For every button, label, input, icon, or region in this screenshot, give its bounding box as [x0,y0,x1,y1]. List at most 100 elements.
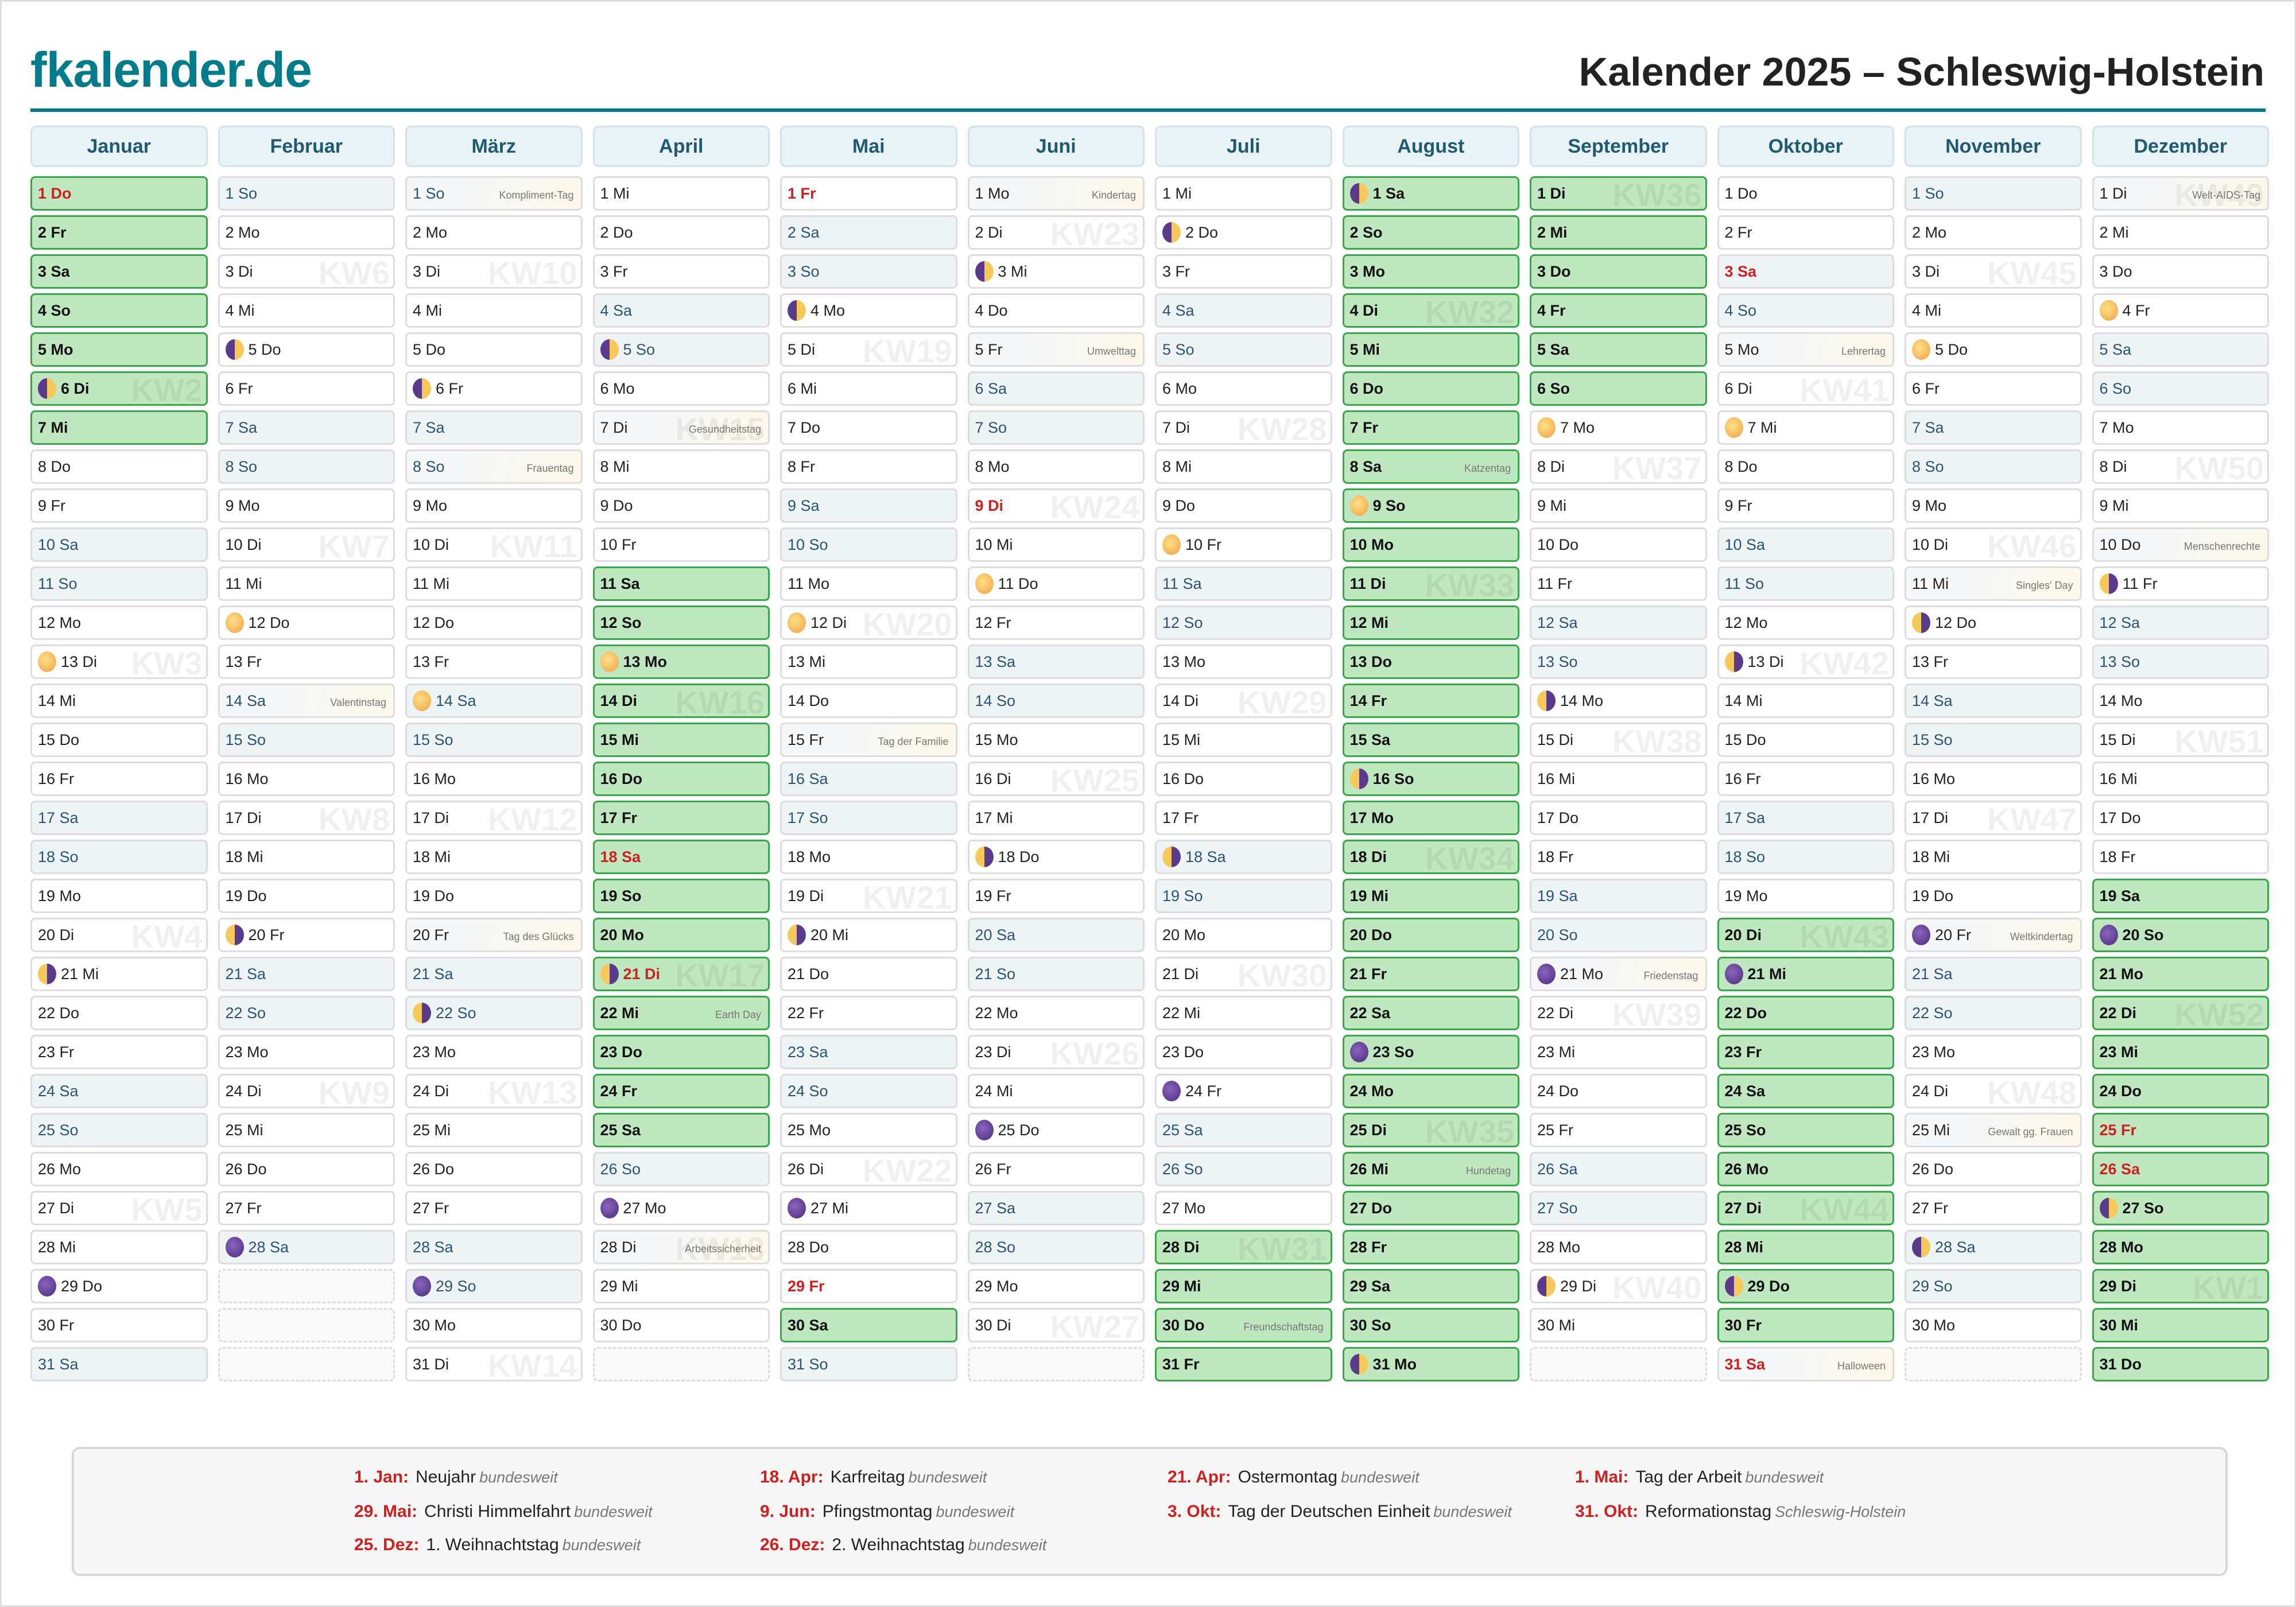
day-cell[interactable]: 25 Fr [1530,1113,1707,1147]
day-cell[interactable]: 5 Mi [1342,332,1519,367]
day-cell[interactable]: 16 Do [592,762,770,796]
day-cell[interactable]: 23 Fr [30,1035,208,1069]
day-cell[interactable]: 10 Fr [592,527,770,562]
day-cell[interactable]: 1 Di KW36 [1530,176,1707,211]
day-cell[interactable]: 4 Sa [592,293,770,328]
day-cell[interactable]: 6 Do [1342,371,1519,406]
day-cell[interactable]: 16 Fr [30,762,208,796]
day-cell[interactable]: 12 Fr [967,605,1145,640]
day-cell[interactable]: 22 Fr [780,996,957,1030]
day-cell[interactable]: 17 Fr [1155,801,1332,835]
day-cell[interactable]: 1 Sa [1342,176,1519,211]
day-cell[interactable]: 22 Do [1717,996,1894,1030]
day-cell[interactable]: 24 Do [1530,1074,1707,1108]
day-cell[interactable]: 3 Fr [1155,254,1332,289]
day-cell[interactable]: 12 Sa [1530,605,1707,640]
day-cell[interactable]: 23 Sa [780,1035,957,1069]
day-cell[interactable]: 18 Mi [218,840,395,874]
day-cell[interactable]: 13 Di KW42 [1717,645,1894,679]
day-cell[interactable]: 29 Mi [1155,1269,1332,1303]
day-cell[interactable]: 30 Mo [405,1308,583,1342]
day-cell[interactable]: 3 Mo [1342,254,1519,289]
day-cell[interactable]: 22 So [218,996,395,1030]
day-cell[interactable]: 17 Di KW8 [218,801,395,835]
day-cell[interactable]: 8 So [1905,449,2082,484]
day-cell[interactable]: 2 Sa [780,215,957,250]
day-cell[interactable]: 11 Fr [2092,566,2269,601]
day-cell[interactable]: 24 Fr [1155,1074,1332,1108]
day-cell[interactable]: 5 Do [1905,332,2082,367]
day-cell[interactable]: 18 Do [967,840,1145,874]
day-cell[interactable]: 4 So [30,293,208,328]
day-cell[interactable]: 5 Sa [1530,332,1707,367]
day-cell[interactable]: 16 Do [1155,762,1332,796]
day-cell[interactable]: 29 Do [30,1269,208,1303]
day-cell[interactable]: 15 Mo [967,723,1145,757]
day-cell[interactable]: 2 Mi [2092,215,2269,250]
day-cell[interactable]: 27 Di KW44 [1717,1191,1894,1225]
day-cell[interactable]: 12 Mi [1342,605,1519,640]
day-cell[interactable]: 17 Sa [30,801,208,835]
day-cell[interactable]: 8 So [218,449,395,484]
day-cell[interactable]: 23 Mo [1905,1035,2082,1069]
day-cell[interactable]: 21 Mi [1717,957,1894,991]
day-cell[interactable]: 24 Do [2092,1074,2269,1108]
day-cell[interactable]: 12 So [1155,605,1332,640]
day-cell[interactable]: 17 Mi [967,801,1145,835]
day-cell[interactable]: 26 Mi Hundetag [1342,1152,1519,1186]
day-cell[interactable]: 24 Di KW13 [405,1074,583,1108]
day-cell[interactable]: 15 Fr Tag der Familie [780,723,957,757]
day-cell[interactable]: 30 Fr [1717,1308,1894,1342]
day-cell[interactable]: 15 So [1905,723,2082,757]
day-cell[interactable]: 6 Mo [1155,371,1332,406]
day-cell[interactable]: 6 So [2092,371,2269,406]
day-cell[interactable]: 12 So [592,605,770,640]
day-cell[interactable]: 11 Mo [780,566,957,601]
day-cell[interactable]: 18 Mi [1905,840,2082,874]
day-cell[interactable]: 13 Fr [218,645,395,679]
day-cell[interactable]: 29 Fr [780,1269,957,1303]
day-cell[interactable]: 30 Mi [2092,1308,2269,1342]
day-cell[interactable]: 29 Di KW40 [1530,1269,1707,1303]
day-cell[interactable]: 22 Mi Earth Day [592,996,770,1030]
day-cell[interactable]: 21 Di KW30 [1155,957,1332,991]
day-cell[interactable]: 26 So [1155,1152,1332,1186]
day-cell[interactable]: 5 Fr Umwelttag [967,332,1145,367]
day-cell[interactable]: 2 Do [592,215,770,250]
day-cell[interactable]: 26 Do [405,1152,583,1186]
day-cell[interactable]: 10 Di KW11 [405,527,583,562]
day-cell[interactable]: 7 Mo [1530,410,1707,445]
day-cell[interactable]: 13 Sa [967,645,1145,679]
day-cell[interactable]: 30 So [1342,1308,1519,1342]
day-cell[interactable]: 5 So [1155,332,1332,367]
day-cell[interactable]: 10 Sa [30,527,208,562]
day-cell[interactable]: 2 Mo [405,215,583,250]
day-cell[interactable]: 27 Di KW5 [30,1191,208,1225]
day-cell[interactable]: 15 Sa [1342,723,1519,757]
day-cell[interactable]: 21 Mi [30,957,208,991]
day-cell[interactable]: 7 Sa [405,410,583,445]
day-cell[interactable]: 25 Mi [218,1113,395,1147]
day-cell[interactable]: 3 Do [2092,254,2269,289]
day-cell[interactable]: 14 So [967,684,1145,718]
day-cell[interactable]: 6 So [1530,371,1707,406]
day-cell[interactable]: 25 So [30,1113,208,1147]
day-cell[interactable]: 4 Mi [1905,293,2082,328]
day-cell[interactable]: 26 Fr [967,1152,1145,1186]
day-cell[interactable]: 14 Mo [1530,684,1707,718]
day-cell[interactable]: 20 So [1530,918,1707,952]
day-cell[interactable]: 9 Fr [30,488,208,523]
day-cell[interactable]: 24 Fr [592,1074,770,1108]
day-cell[interactable]: 8 Do [30,449,208,484]
day-cell[interactable]: 20 Di KW4 [30,918,208,952]
day-cell[interactable]: 8 Sa Katzentag [1342,449,1519,484]
day-cell[interactable]: 19 Fr [967,879,1145,913]
day-cell[interactable]: 11 Sa [592,566,770,601]
day-cell[interactable]: 3 Sa [30,254,208,289]
day-cell[interactable]: 31 So [780,1347,957,1381]
day-cell[interactable]: 1 Do [1717,176,1894,211]
day-cell[interactable]: 4 Mi [218,293,395,328]
day-cell[interactable]: 9 So [1342,488,1519,523]
day-cell[interactable]: 6 Mo [592,371,770,406]
day-cell[interactable]: 18 Mo [780,840,957,874]
